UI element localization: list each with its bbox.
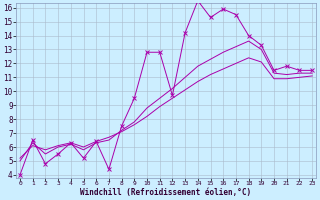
X-axis label: Windchill (Refroidissement éolien,°C): Windchill (Refroidissement éolien,°C)	[81, 188, 252, 197]
